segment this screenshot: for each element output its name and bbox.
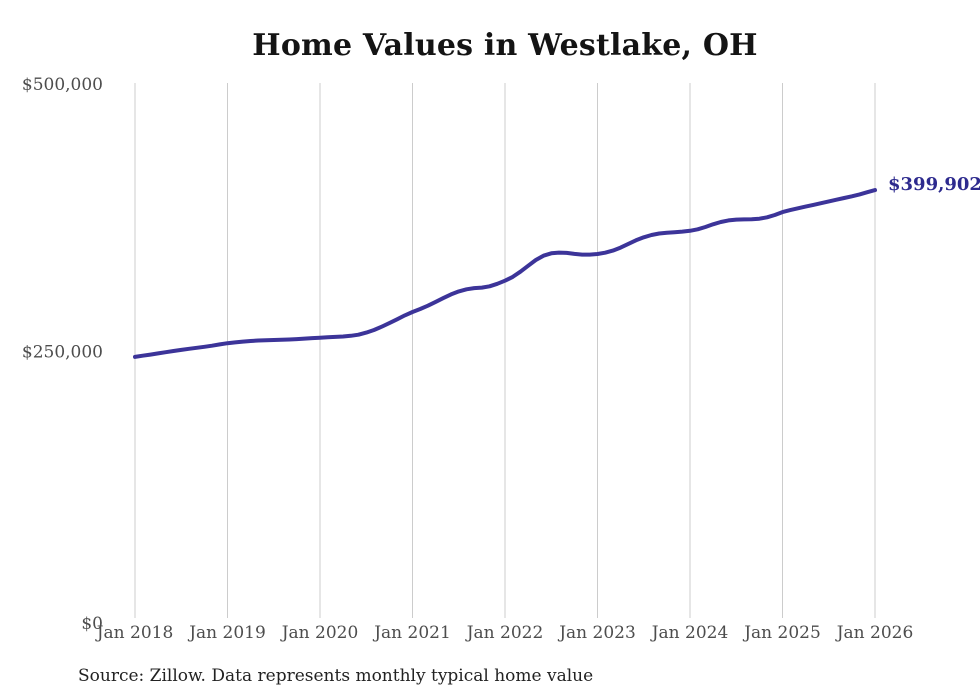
x-axis-tick-label: Jan 2026 [835, 623, 914, 643]
x-axis-tick-label: Jan 2019 [187, 623, 266, 643]
home-value-trend-line [133, 188, 877, 359]
y-axis-tick-label: $0 [81, 614, 103, 634]
y-axis-tick-label: $250,000 [22, 343, 103, 363]
x-axis-tick-label: Jan 2024 [650, 623, 729, 643]
x-axis-tick-label: Jan 2021 [372, 623, 451, 643]
x-axis-tick-label: Jan 2022 [465, 623, 544, 643]
x-axis-tick-label: Jan 2025 [742, 623, 821, 643]
x-axis-tick-label: Jan 2020 [280, 623, 359, 643]
x-axis-tick-label: Jan 2023 [557, 623, 636, 643]
source-note: Source: Zillow. Data represents monthly … [78, 666, 594, 686]
y-axis-tick-label: $500,000 [22, 75, 103, 95]
x-axis-tick-label: Jan 2018 [95, 623, 174, 643]
latest-value-label: $399,902 [888, 174, 980, 196]
chart-title: Home Values in Westlake, OH [252, 28, 758, 63]
